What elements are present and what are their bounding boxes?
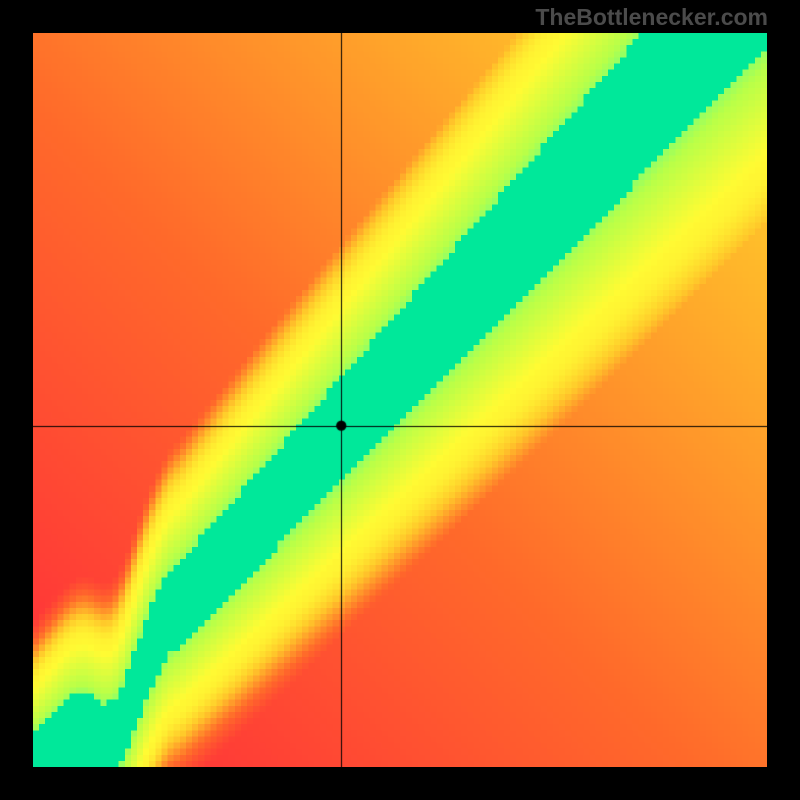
crosshair-overlay	[33, 33, 767, 767]
chart-container: TheBottlenecker.com	[0, 0, 800, 800]
watermark-text: TheBottlenecker.com	[535, 4, 768, 31]
